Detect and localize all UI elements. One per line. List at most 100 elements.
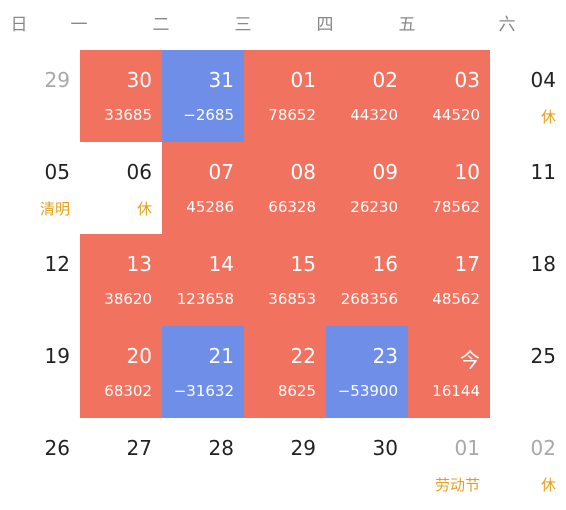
- day-number: 01: [290, 68, 316, 92]
- calendar-day-cell[interactable]: 29: [244, 418, 326, 510]
- day-number: 27: [126, 436, 152, 460]
- calendar-day-cell[interactable]: 09 26230: [326, 142, 408, 234]
- day-number: 26: [44, 436, 70, 460]
- daily-pnl-value: −2685: [183, 106, 234, 124]
- calendar-day-cell[interactable]: 31 −2685: [162, 50, 244, 142]
- calendar-day-cell[interactable]: 01 78652: [244, 50, 326, 142]
- daily-pnl-value: −53900: [337, 382, 398, 400]
- calendar-day-cell[interactable]: 23 −53900: [326, 326, 408, 418]
- calendar-day-cell[interactable]: 02 44320: [326, 50, 408, 142]
- holiday-label: 劳动节: [434, 476, 480, 494]
- daily-pnl-value: 66328: [268, 198, 316, 216]
- holiday-label: 休: [136, 200, 152, 218]
- calendar-day-cell[interactable]: 07 45286: [162, 142, 244, 234]
- day-number: 30: [126, 68, 152, 92]
- daily-pnl-value: 78652: [268, 106, 316, 124]
- weekday-header: 日 一 二 三 四 五 六: [0, 0, 566, 50]
- calendar-day-cell[interactable]: 04 休: [490, 50, 566, 142]
- daily-pnl-value: −31632: [173, 382, 234, 400]
- calendar-day-cell[interactable]: 30: [326, 418, 408, 510]
- calendar-day-cell[interactable]: 19: [0, 326, 80, 418]
- daily-pnl-value: 48562: [432, 290, 480, 308]
- calendar-day-cell[interactable]: 06 休: [80, 142, 162, 234]
- daily-pnl-value: 45286: [186, 198, 234, 216]
- day-number: 08: [290, 160, 316, 184]
- day-number: 23: [372, 344, 398, 368]
- calendar-day-cell[interactable]: 17 48562: [408, 234, 490, 326]
- calendar-day-cell[interactable]: 05 清明: [0, 142, 80, 234]
- weekday-sat: 六: [498, 15, 516, 35]
- calendar-day-cell[interactable]: 27: [80, 418, 162, 510]
- day-number: 13: [126, 252, 152, 276]
- calendar-day-cell[interactable]: 今 16144: [408, 326, 490, 418]
- day-number: 09: [372, 160, 398, 184]
- calendar-day-cell[interactable]: 25: [490, 326, 566, 418]
- day-number: 17: [454, 252, 480, 276]
- weekday-sun: 日: [10, 15, 28, 35]
- calendar-day-cell[interactable]: 21 −31632: [162, 326, 244, 418]
- daily-pnl-value: 38620: [104, 290, 152, 308]
- day-number: 29: [44, 68, 70, 92]
- calendar-day-cell[interactable]: 30 33685: [80, 50, 162, 142]
- holiday-label: 休: [540, 476, 556, 494]
- calendar-grid: 29 30 33685 31 −2685 01 78652 02 44320 03 44520 04 休…: [0, 50, 566, 494]
- day-number: 22: [290, 344, 316, 368]
- daily-pnl-value: 44320: [350, 106, 398, 124]
- day-number: 05: [44, 160, 70, 184]
- calendar-day-cell[interactable]: 28: [162, 418, 244, 510]
- day-number: 03: [454, 68, 480, 92]
- calendar-day-cell[interactable]: 08 66328: [244, 142, 326, 234]
- day-number: 31: [208, 68, 234, 92]
- calendar-day-cell[interactable]: 16 268356: [326, 234, 408, 326]
- weekday-thu: 四: [316, 15, 334, 35]
- day-number: 04: [530, 68, 556, 92]
- weekday-fri: 五: [398, 15, 416, 35]
- weekday-mon: 一: [70, 15, 88, 35]
- day-number: 14: [208, 252, 234, 276]
- calendar-day-cell[interactable]: 15 36853: [244, 234, 326, 326]
- day-number: 15: [290, 252, 316, 276]
- daily-pnl-value: 16144: [432, 382, 480, 400]
- day-number: 16: [372, 252, 398, 276]
- daily-pnl-value: 123658: [176, 290, 234, 308]
- calendar-day-cell[interactable]: 18: [490, 234, 566, 326]
- calendar-day-cell[interactable]: 20 68302: [80, 326, 162, 418]
- day-number: 10: [454, 160, 480, 184]
- calendar-day-cell[interactable]: 22 8625: [244, 326, 326, 418]
- day-number: 18: [530, 252, 556, 276]
- holiday-label: 休: [540, 108, 556, 126]
- daily-pnl-value: 78562: [432, 198, 480, 216]
- calendar-day-cell[interactable]: 01 劳动节: [408, 418, 490, 510]
- calendar-day-cell[interactable]: 11: [490, 142, 566, 234]
- day-number: 12: [44, 252, 70, 276]
- calendar-day-cell[interactable]: 03 44520: [408, 50, 490, 142]
- daily-pnl-value: 36853: [268, 290, 316, 308]
- day-number: 11: [530, 160, 556, 184]
- day-number: 21: [208, 344, 234, 368]
- holiday-label: 清明: [39, 200, 70, 218]
- day-number: 01: [454, 436, 480, 460]
- day-number: 28: [208, 436, 234, 460]
- calendar-day-cell[interactable]: 26: [0, 418, 80, 510]
- day-number: 30: [372, 436, 398, 460]
- day-number: 06: [126, 160, 152, 184]
- day-number: 02: [530, 436, 556, 460]
- calendar-day-cell[interactable]: 13 38620: [80, 234, 162, 326]
- calendar-day-cell[interactable]: 29: [0, 50, 80, 142]
- day-number: 29: [290, 436, 316, 460]
- day-number: 20: [126, 344, 152, 368]
- calendar-day-cell[interactable]: 02 休: [490, 418, 566, 510]
- weekday-tue: 二: [152, 15, 170, 35]
- daily-pnl-value: 268356: [340, 290, 398, 308]
- day-number: 19: [44, 344, 70, 368]
- daily-pnl-value: 8625: [277, 382, 316, 400]
- daily-pnl-value: 33685: [104, 106, 152, 124]
- calendar-day-cell[interactable]: 12: [0, 234, 80, 326]
- day-number: 07: [208, 160, 234, 184]
- daily-pnl-value: 44520: [432, 106, 480, 124]
- daily-pnl-value: 68302: [104, 382, 152, 400]
- today-label: 今: [460, 348, 480, 372]
- calendar-day-cell[interactable]: 10 78562: [408, 142, 490, 234]
- weekday-wed: 三: [234, 15, 252, 35]
- calendar-day-cell[interactable]: 14 123658: [162, 234, 244, 326]
